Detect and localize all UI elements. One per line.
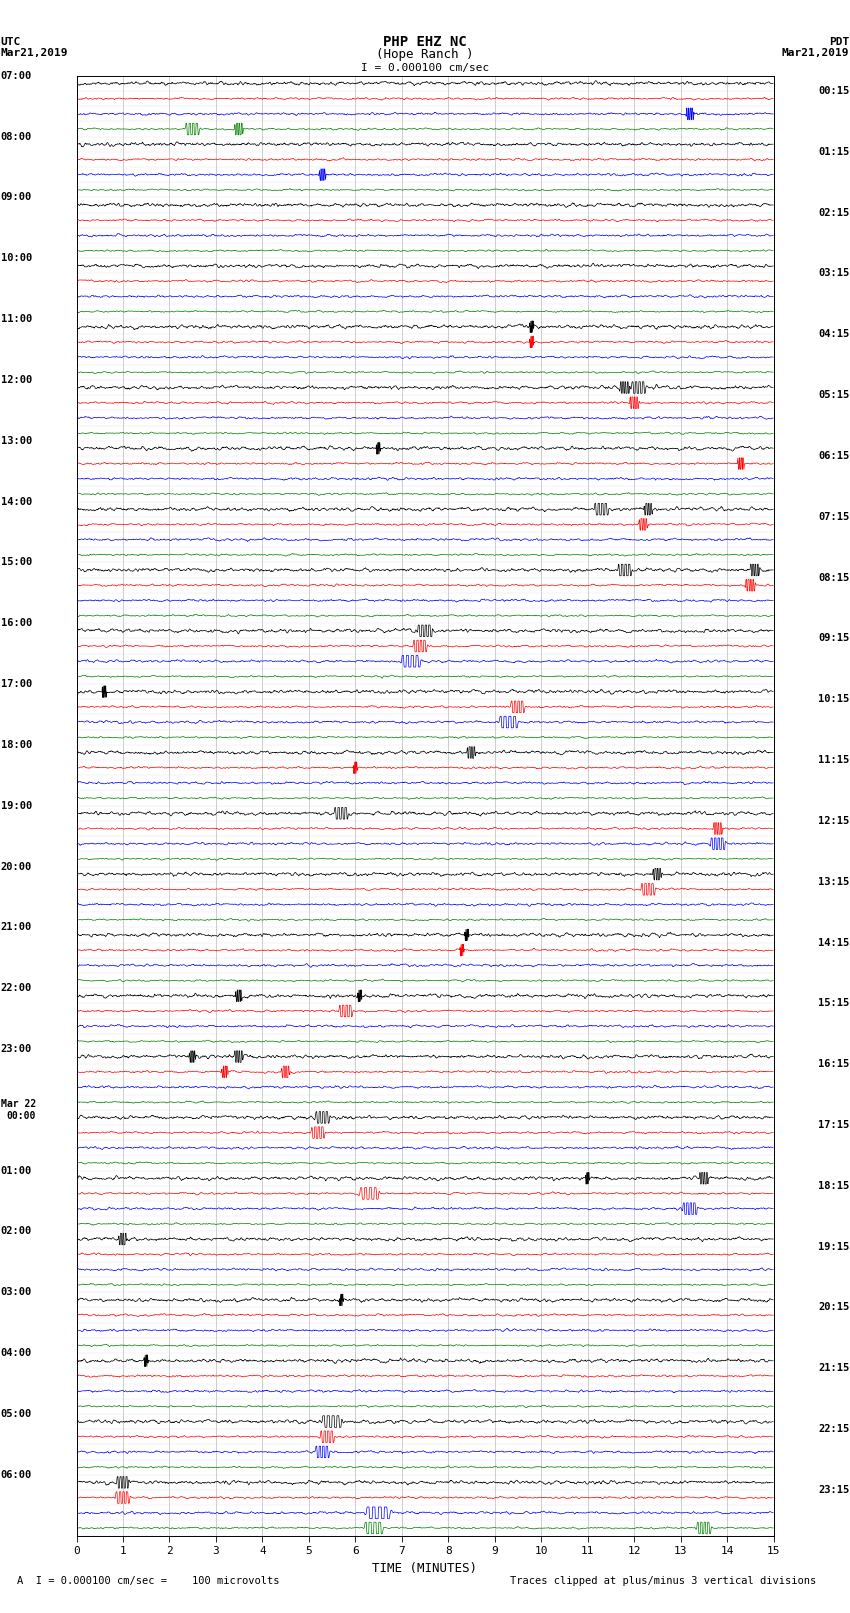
Text: 21:00: 21:00: [1, 923, 32, 932]
Text: 05:00: 05:00: [1, 1408, 32, 1419]
Text: Mar21,2019: Mar21,2019: [1, 48, 68, 58]
Text: 09:00: 09:00: [1, 192, 32, 203]
Text: 13:00: 13:00: [1, 436, 32, 445]
Text: (Hope Ranch ): (Hope Ranch ): [377, 48, 473, 61]
Text: 01:15: 01:15: [818, 147, 849, 156]
Text: 07:15: 07:15: [818, 511, 849, 521]
Text: 10:00: 10:00: [1, 253, 32, 263]
Text: 22:15: 22:15: [818, 1424, 849, 1434]
Text: 17:00: 17:00: [1, 679, 32, 689]
Text: 07:00: 07:00: [1, 71, 32, 81]
Text: 19:00: 19:00: [1, 800, 32, 811]
Text: 20:00: 20:00: [1, 861, 32, 871]
Text: 14:15: 14:15: [818, 937, 849, 947]
Text: 15:00: 15:00: [1, 558, 32, 568]
Text: 14:00: 14:00: [1, 497, 32, 506]
Text: 21:15: 21:15: [818, 1363, 849, 1373]
Text: 20:15: 20:15: [818, 1302, 849, 1313]
Text: 06:15: 06:15: [818, 452, 849, 461]
Text: 18:15: 18:15: [818, 1181, 849, 1190]
Text: I = 0.000100 cm/sec: I = 0.000100 cm/sec: [361, 63, 489, 73]
Text: 10:15: 10:15: [818, 694, 849, 705]
Text: A  I = 0.000100 cm/sec =    100 microvolts: A I = 0.000100 cm/sec = 100 microvolts: [17, 1576, 280, 1586]
Text: 06:00: 06:00: [1, 1469, 32, 1479]
Text: 05:15: 05:15: [818, 390, 849, 400]
Text: Mar 22
00:00: Mar 22 00:00: [1, 1098, 36, 1121]
Text: 12:00: 12:00: [1, 374, 32, 386]
Text: 02:00: 02:00: [1, 1226, 32, 1237]
Text: 04:00: 04:00: [1, 1348, 32, 1358]
Text: UTC: UTC: [1, 37, 21, 47]
Text: 13:15: 13:15: [818, 877, 849, 887]
Text: 11:00: 11:00: [1, 315, 32, 324]
Text: Mar21,2019: Mar21,2019: [782, 48, 849, 58]
Text: Traces clipped at plus/minus 3 vertical divisions: Traces clipped at plus/minus 3 vertical …: [510, 1576, 816, 1586]
X-axis label: TIME (MINUTES): TIME (MINUTES): [372, 1561, 478, 1574]
Text: 00:15: 00:15: [818, 85, 849, 97]
Text: 03:15: 03:15: [818, 268, 849, 279]
Text: 09:15: 09:15: [818, 634, 849, 644]
Text: 17:15: 17:15: [818, 1119, 849, 1131]
Text: 23:15: 23:15: [818, 1486, 849, 1495]
Text: 03:00: 03:00: [1, 1287, 32, 1297]
Text: 11:15: 11:15: [818, 755, 849, 765]
Text: PHP EHZ NC: PHP EHZ NC: [383, 35, 467, 48]
Text: 04:15: 04:15: [818, 329, 849, 339]
Text: PDT: PDT: [829, 37, 849, 47]
Text: 08:00: 08:00: [1, 132, 32, 142]
Text: 23:00: 23:00: [1, 1044, 32, 1053]
Text: 08:15: 08:15: [818, 573, 849, 582]
Text: 12:15: 12:15: [818, 816, 849, 826]
Text: 01:00: 01:00: [1, 1166, 32, 1176]
Text: 15:15: 15:15: [818, 998, 849, 1008]
Text: 02:15: 02:15: [818, 208, 849, 218]
Text: 18:00: 18:00: [1, 740, 32, 750]
Text: 16:00: 16:00: [1, 618, 32, 627]
Text: 16:15: 16:15: [818, 1060, 849, 1069]
Text: 19:15: 19:15: [818, 1242, 849, 1252]
Text: 22:00: 22:00: [1, 984, 32, 994]
